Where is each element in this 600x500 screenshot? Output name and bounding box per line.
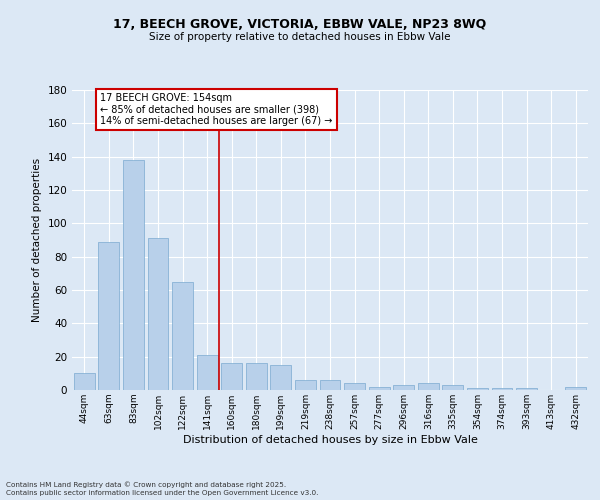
Text: Contains public sector information licensed under the Open Government Licence v3: Contains public sector information licen… <box>6 490 319 496</box>
Bar <box>418 384 439 390</box>
Bar <box>197 355 218 390</box>
Bar <box>172 282 193 390</box>
Text: Size of property relative to detached houses in Ebbw Vale: Size of property relative to detached ho… <box>149 32 451 42</box>
Text: Contains HM Land Registry data © Crown copyright and database right 2025.: Contains HM Land Registry data © Crown c… <box>6 481 286 488</box>
Bar <box>491 388 512 390</box>
Bar <box>565 386 586 390</box>
Bar <box>295 380 316 390</box>
Bar <box>344 384 365 390</box>
Bar <box>246 364 267 390</box>
Bar <box>393 385 414 390</box>
Bar <box>368 386 389 390</box>
Text: 17, BEECH GROVE, VICTORIA, EBBW VALE, NP23 8WQ: 17, BEECH GROVE, VICTORIA, EBBW VALE, NP… <box>113 18 487 30</box>
Bar <box>442 385 463 390</box>
X-axis label: Distribution of detached houses by size in Ebbw Vale: Distribution of detached houses by size … <box>182 434 478 444</box>
Bar <box>320 380 340 390</box>
Bar <box>148 238 169 390</box>
Bar <box>516 388 537 390</box>
Bar <box>74 374 95 390</box>
Bar <box>467 388 488 390</box>
Bar <box>221 364 242 390</box>
Bar <box>123 160 144 390</box>
Bar <box>98 242 119 390</box>
Y-axis label: Number of detached properties: Number of detached properties <box>32 158 42 322</box>
Text: 17 BEECH GROVE: 154sqm
← 85% of detached houses are smaller (398)
14% of semi-de: 17 BEECH GROVE: 154sqm ← 85% of detached… <box>100 93 333 126</box>
Bar <box>271 365 292 390</box>
